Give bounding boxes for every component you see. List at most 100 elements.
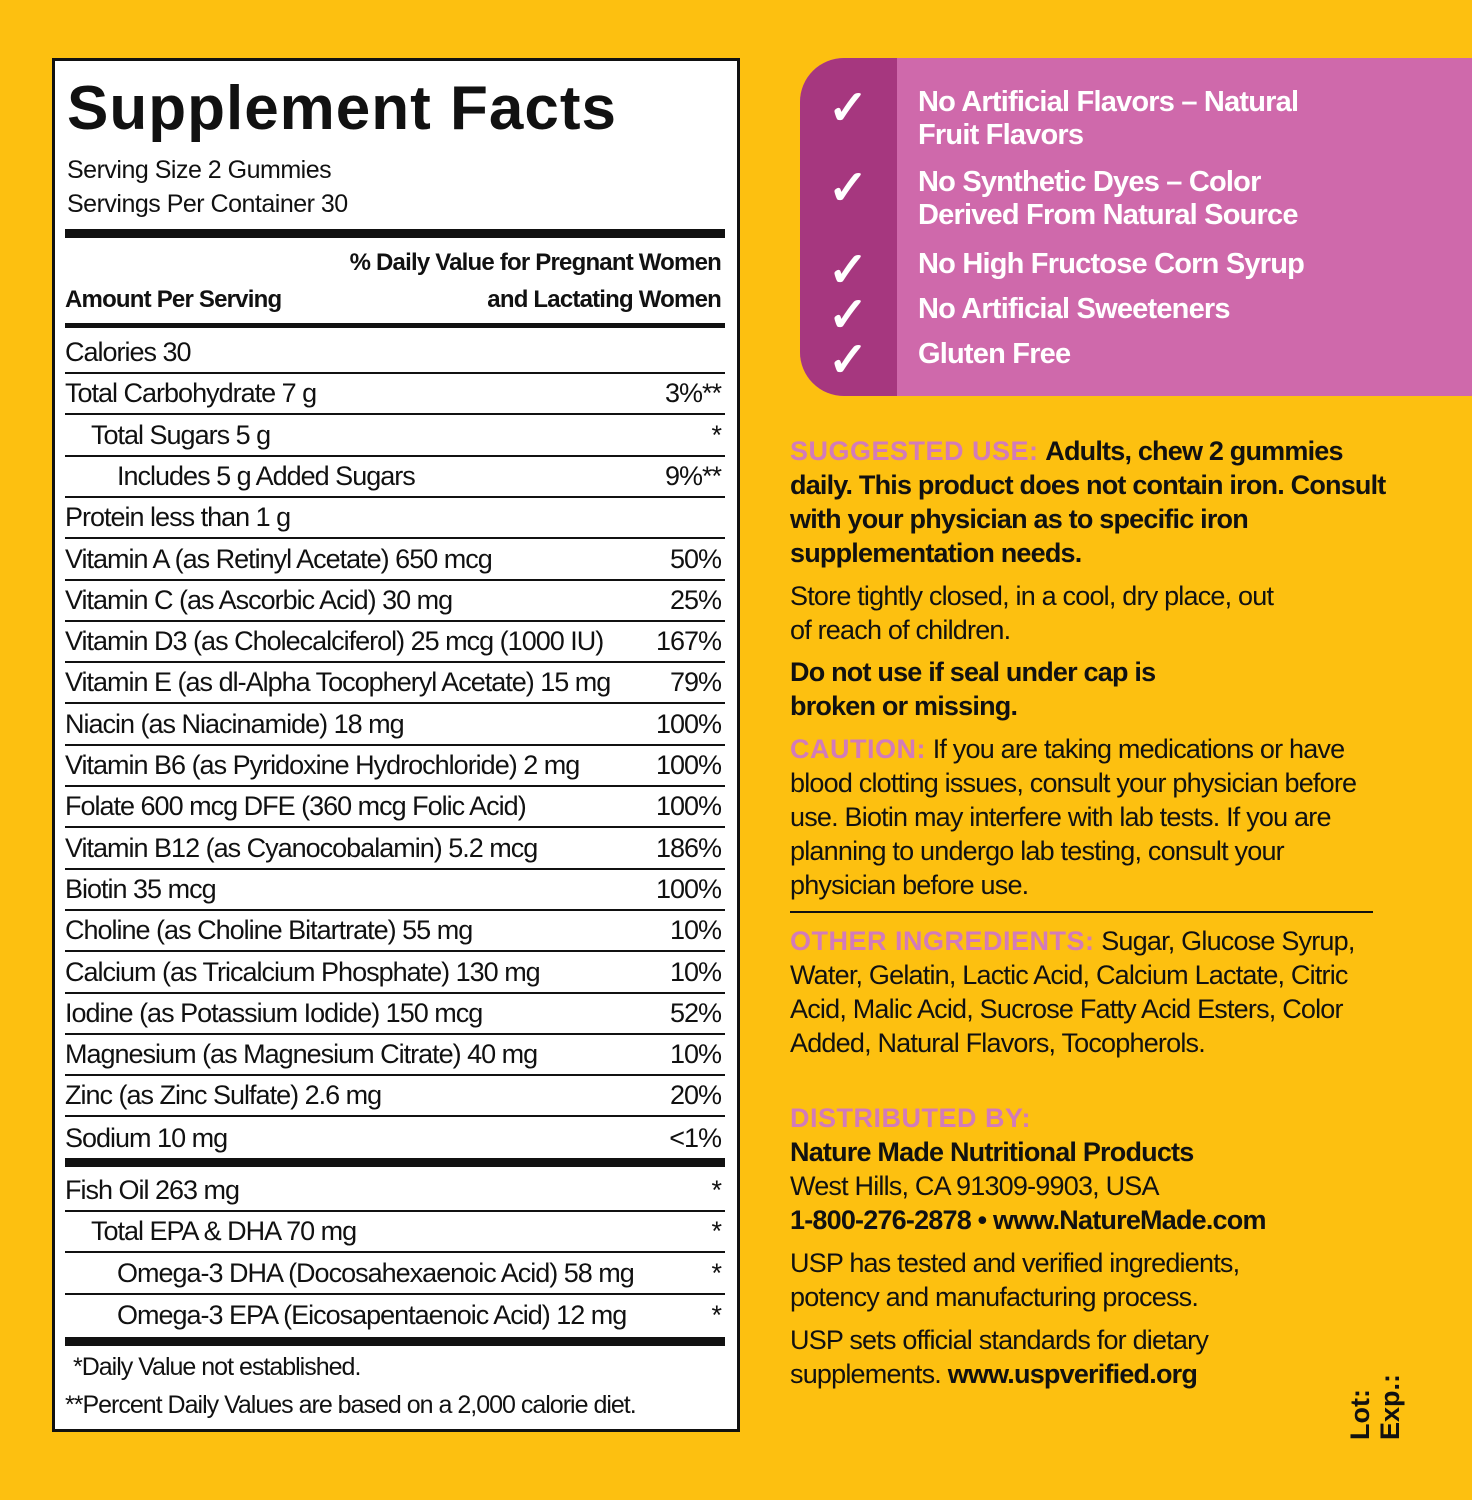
usp-standards-text: USP sets official standards for dietary … — [790, 1325, 1209, 1389]
nutrient-row: Folate 600 mcg DFE (360 mcg Folic Acid) 1… — [65, 787, 725, 829]
footnote-dv-not-established: *Daily Value not established. — [73, 1353, 361, 1381]
nutrient-name: Includes 5 g Added Sugars — [117, 460, 416, 491]
distributor-contact: 1-800-276-2878 • www.NatureMade.com — [790, 1205, 1266, 1235]
nutrient-name: Iodine (as Potassium Iodide) 150 mcg — [65, 997, 483, 1028]
dv-header-2: and Lactating Women — [487, 286, 722, 313]
footnote-percent-dv: **Percent Daily Values are based on a 2,… — [65, 1391, 637, 1419]
nutrient-row: Total Sugars 5 g * — [65, 416, 725, 457]
nutrient-dv: 100% — [655, 791, 722, 822]
claim-item: No Artificial Flavors – Natural Fruit Fl… — [918, 86, 1299, 151]
nutrient-row: Niacin (as Niacinamide) 18 mg 100% — [65, 705, 725, 746]
nutrient-row: Vitamin B12 (as Cyanocobalamin) 5.2 mcg 1… — [65, 829, 725, 870]
nutrient-row: Protein less than 1 g — [65, 498, 725, 540]
nutrient-dv: 79% — [669, 667, 722, 698]
check-icon: ✓ — [828, 82, 869, 135]
claims-side-band — [800, 58, 897, 396]
claim-item: No Artificial Sweeteners — [918, 293, 1231, 325]
nutrient-dv: 10% — [669, 915, 722, 946]
servings-per-container: Servings Per Container 30 — [67, 190, 348, 218]
nutrient-row: Fish Oil 263 mg * — [65, 1171, 725, 1212]
nutrient-dv: 167% — [655, 626, 722, 657]
divider-thick — [65, 229, 725, 238]
nutrient-name: Zinc (as Zinc Sulfate) 2.6 mg — [65, 1080, 382, 1111]
nutrient-name: Choline (as Choline Bitartrate) 55 mg — [65, 915, 473, 946]
nutrient-name: Fish Oil 263 mg — [65, 1175, 240, 1205]
nutrient-row: Iodine (as Potassium Iodide) 150 mcg 52% — [65, 994, 725, 1035]
lot-exp: Lot: Exp.: — [1345, 1374, 1405, 1440]
nutrient-dv: * — [711, 1216, 721, 1247]
divider-thick — [65, 1337, 725, 1346]
suggested-use: SUGGESTED USE: Adults, chew 2 gummies da… — [790, 436, 1386, 568]
claims-box: ✓ No Artificial Flavors – Natural Fruit F… — [800, 58, 1472, 396]
nutrient-row: Biotin 35 mcg 100% — [65, 870, 725, 911]
nutrient-dv: 10% — [669, 1039, 722, 1070]
nutrient-name: Vitamin B6 (as Pyridoxine Hydrochloride)… — [65, 750, 580, 780]
check-icon: ✓ — [828, 162, 869, 215]
nutrient-row: Choline (as Choline Bitartrate) 55 mg 10% — [65, 911, 725, 953]
nutrient-row: Magnesium (as Magnesium Citrate) 40 mg 10… — [65, 1035, 725, 1077]
nutrient-name: Vitamin A (as Retinyl Acetate) 650 mcg — [65, 543, 493, 574]
nutrient-dv: 25% — [669, 584, 722, 615]
nutrient-dv: * — [711, 419, 721, 450]
amount-header: Amount Per Serving — [65, 286, 282, 313]
nutrient-row: Sodium 10 mg <1% — [65, 1118, 725, 1159]
nutrient-name: Vitamin D3 (as Cholecalciferol) 25 mcg (… — [65, 626, 604, 657]
claim-item: Gluten Free — [918, 338, 1071, 370]
supplement-facts-panel: Supplement Facts Serving Size 2 Gummies … — [52, 58, 740, 1432]
nutrient-dv: <1% — [669, 1122, 722, 1153]
nutrient-name: Total Carbohydrate 7 g — [65, 378, 317, 409]
check-icon: ✓ — [828, 334, 869, 387]
nutrient-dv: 100% — [655, 873, 722, 904]
nutrient-name: Vitamin C (as Ascorbic Acid) 30 mg — [65, 584, 453, 615]
claim-item: No High Fructose Corn Syrup — [918, 248, 1305, 280]
nutrient-row: Omega-3 EPA (Eicosapentaenoic Acid) 12 m… — [65, 1295, 725, 1336]
nutrient-name: Total EPA & DHA 70 mg — [91, 1216, 357, 1247]
facts-title: Supplement Facts — [67, 74, 617, 143]
nutrient-name: Magnesium (as Magnesium Citrate) 40 mg — [65, 1039, 538, 1070]
nutrient-name: Biotin 35 mcg — [65, 873, 217, 904]
divider — [790, 911, 1373, 913]
nutrient-dv: 52% — [669, 997, 722, 1028]
nutrient-name: Sodium 10 mg — [65, 1122, 228, 1153]
nutrient-dv: 186% — [655, 832, 722, 863]
nutrient-row: Vitamin C (as Ascorbic Acid) 30 mg 25% — [65, 581, 725, 622]
nutrient-row: Includes 5 g Added Sugars 9%** — [65, 457, 725, 498]
other-ingredients: OTHER INGREDIENTS: Sugar, Glucose Syrup,… — [790, 926, 1355, 1058]
seal-warning: Do not use if seal under cap is broken o… — [790, 657, 1156, 721]
distributed-by-label: DISTRIBUTED BY: — [790, 1103, 1031, 1133]
nutrient-name: Calories 30 — [65, 337, 192, 367]
nutrient-name: Omega-3 EPA (Eicosapentaenoic Acid) 12 m… — [117, 1299, 627, 1330]
nutrient-row: Vitamin D3 (as Cholecalciferol) 25 mcg (… — [65, 622, 725, 664]
storage-text: Store tightly closed, in a cool, dry pla… — [790, 581, 1274, 645]
nutrient-row: Vitamin E (as dl-Alpha Tocopheryl Acetat… — [65, 663, 725, 705]
caution: CAUTION: If you are taking medications o… — [790, 734, 1357, 900]
claim-item: No Synthetic Dyes – Color Derived From N… — [918, 166, 1298, 231]
distributor-name: Nature Made Nutritional Products — [790, 1137, 1194, 1167]
nutrient-name: Niacin (as Niacinamide) 18 mg — [65, 708, 405, 739]
check-icon: ✓ — [828, 244, 869, 297]
nutrient-name: Calcium (as Tricalcium Phosphate) 130 mg — [65, 956, 541, 987]
nutrient-row: Vitamin A (as Retinyl Acetate) 650 mcg 50… — [65, 540, 725, 581]
nutrient-row: Vitamin B6 (as Pyridoxine Hydrochloride)… — [65, 746, 725, 787]
nutrient-dv: 50% — [669, 543, 722, 574]
check-icon: ✓ — [828, 289, 869, 342]
nutrient-name: Total Sugars 5 g — [91, 419, 271, 450]
nutrient-dv: * — [711, 1175, 721, 1205]
usp-verified-text: USP has tested and verified ingredients,… — [790, 1248, 1240, 1312]
divider-medium — [65, 323, 725, 328]
nutrient-dv: * — [711, 1257, 721, 1288]
serving-size: Serving Size 2 Gummies — [67, 156, 332, 184]
lot-label: Lot: — [1345, 1389, 1375, 1440]
nutrient-dv: 3%** — [664, 378, 722, 409]
nutrient-row: Total Carbohydrate 7 g 3%** — [65, 374, 725, 416]
nutrient-row: Calcium (as Tricalcium Phosphate) 130 mg… — [65, 953, 725, 994]
nutrient-name: Vitamin B12 (as Cyanocobalamin) 5.2 mcg — [65, 832, 538, 863]
nutrient-row: Omega-3 DHA (Docosahexaenoic Acid) 58 mg… — [65, 1254, 725, 1295]
divider-thick — [65, 1158, 725, 1167]
nutrient-name: Protein less than 1 g — [65, 502, 291, 533]
nutrient-dv: 100% — [655, 708, 722, 739]
nutrient-dv: * — [711, 1299, 721, 1330]
nutrient-dv: 100% — [655, 750, 722, 780]
dv-header-1: % Daily Value for Pregnant Women — [349, 249, 722, 276]
